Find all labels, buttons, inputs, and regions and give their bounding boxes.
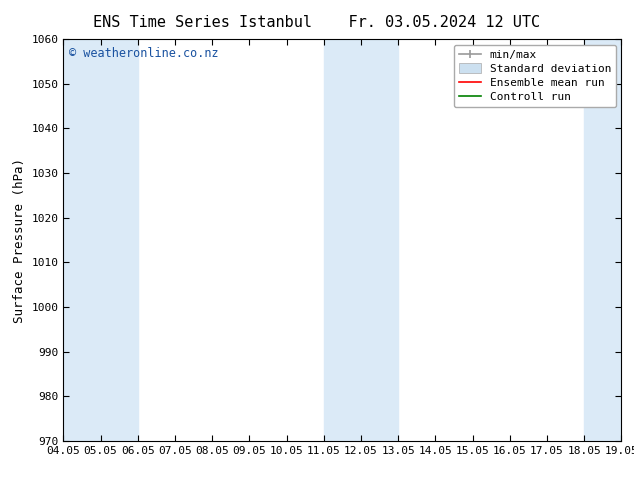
Text: ENS Time Series Istanbul    Fr. 03.05.2024 12 UTC: ENS Time Series Istanbul Fr. 03.05.2024 … xyxy=(93,15,541,30)
Bar xyxy=(101,39,138,441)
Bar xyxy=(584,39,621,441)
Legend: min/max, Standard deviation, Ensemble mean run, Controll run: min/max, Standard deviation, Ensemble me… xyxy=(455,45,616,107)
Bar xyxy=(361,39,398,441)
Y-axis label: Surface Pressure (hPa): Surface Pressure (hPa) xyxy=(13,158,26,322)
Text: © weatheronline.co.nz: © weatheronline.co.nz xyxy=(69,47,219,60)
Bar xyxy=(324,39,361,441)
Bar xyxy=(63,39,101,441)
